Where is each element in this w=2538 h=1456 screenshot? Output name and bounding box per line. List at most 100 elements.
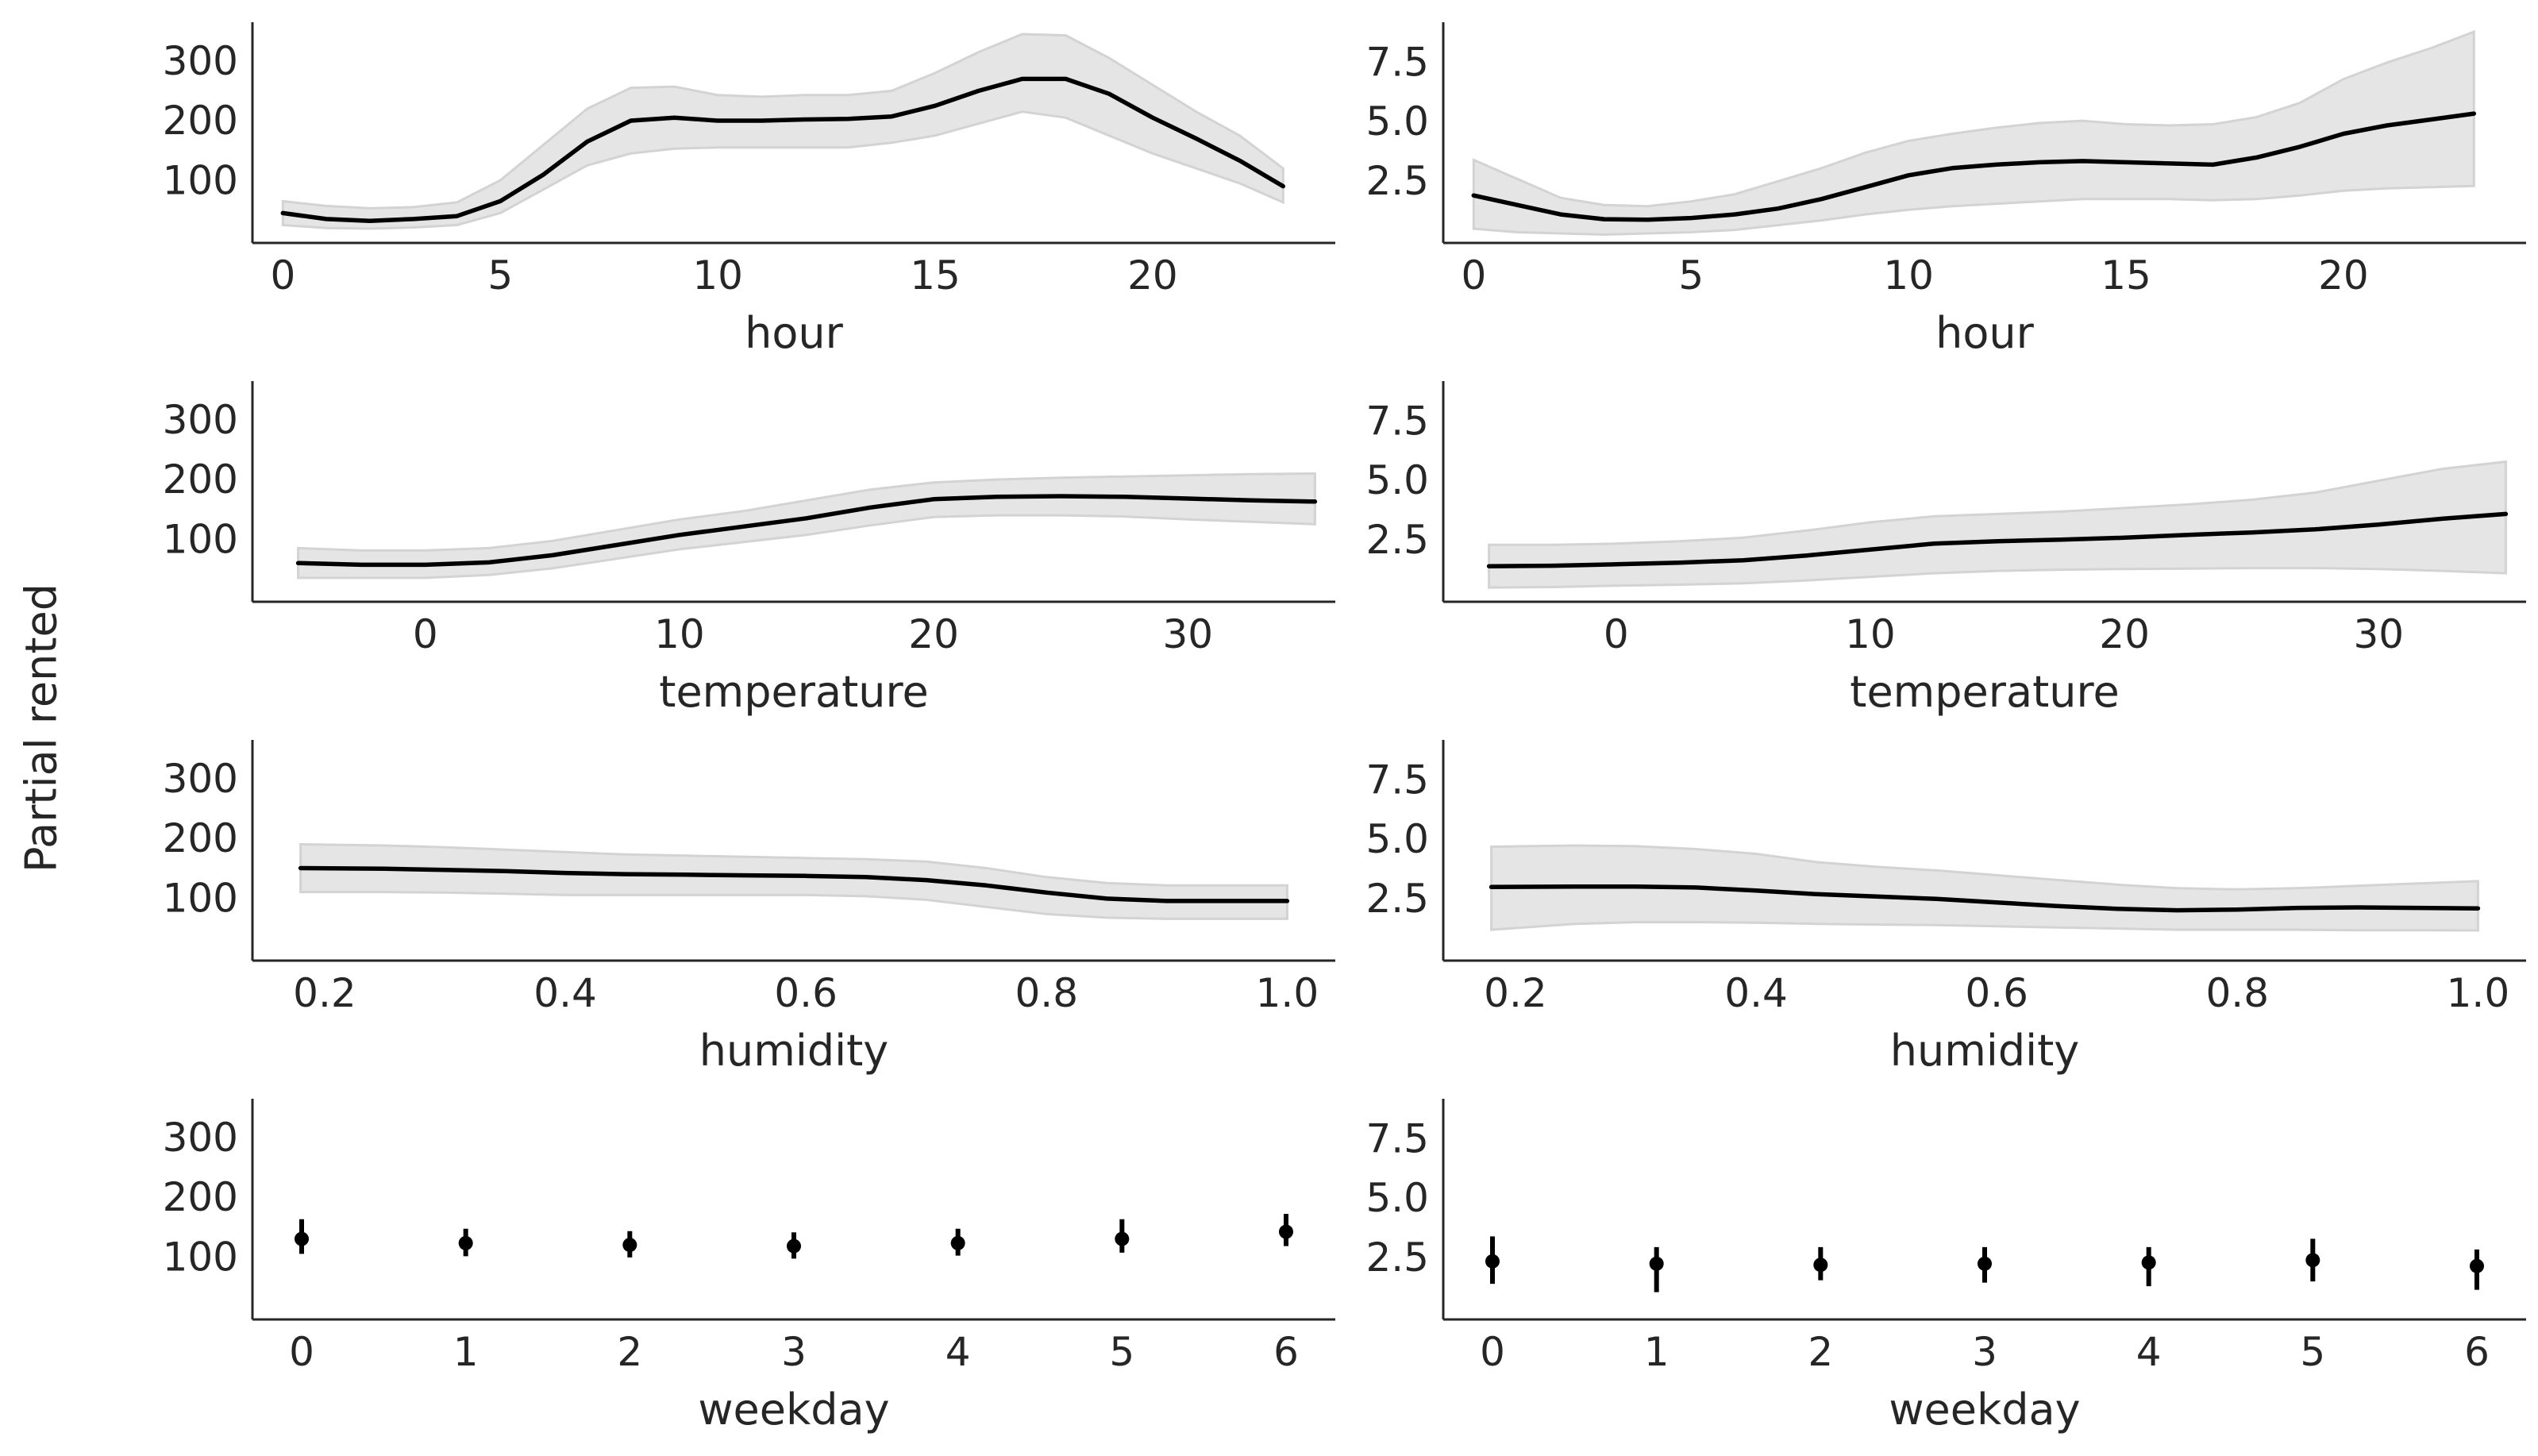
panel-7: 0 1 2 3 4 5 6 100 200 300 weekday (163, 1099, 1335, 1435)
x-tick-label: 1 (453, 1329, 479, 1375)
x-tick-label: 2 (617, 1329, 642, 1375)
y-tick-label: 5.0 (1365, 1175, 1429, 1221)
data-point (787, 1238, 801, 1254)
y-tick-label: 2.5 (1365, 876, 1429, 922)
x-axis-label: humidity (699, 1026, 888, 1076)
x-tick-label: 4 (2136, 1329, 2162, 1375)
x-tick-label: 1 (1644, 1329, 1670, 1375)
hdi-band (297, 472, 1316, 580)
data-point (950, 1235, 965, 1250)
x-tick-label: 10 (692, 252, 743, 299)
x-tick-label: 0.4 (1724, 970, 1788, 1016)
figure-ylabel: Partial rented (17, 584, 67, 872)
data-point (1649, 1256, 1664, 1271)
x-tick-label: 20 (2099, 611, 2150, 657)
hdi-band (1488, 460, 2507, 589)
x-tick-label: 15 (2101, 252, 2151, 299)
y-tick-label: 5.0 (1365, 98, 1429, 144)
y-tick-label: 200 (163, 815, 238, 861)
mean-line (280, 76, 1286, 223)
x-tick-label: 3 (781, 1329, 807, 1375)
data-point (2470, 1258, 2484, 1273)
y-tick-label: 2.5 (1365, 1235, 1429, 1281)
x-axis-label: hour (1935, 308, 2034, 358)
panel-3: 0 10 20 30 100 200 300 temperature (163, 381, 1335, 717)
y-tick-label: 300 (163, 756, 238, 802)
x-tick-label: 10 (1845, 611, 1896, 657)
x-axis-label: hour (745, 308, 843, 358)
x-tick-label: 10 (654, 611, 705, 657)
hdi-band (281, 33, 1284, 230)
panel-1: 0 5 10 15 20 100 200 300 hour (163, 22, 1335, 358)
x-tick-label: 5 (1109, 1329, 1134, 1375)
x-tick-label: 1.0 (2447, 970, 2510, 1016)
y-tick-label: 2.5 (1365, 158, 1429, 204)
data-point (1978, 1256, 1992, 1271)
x-tick-label: 10 (1883, 252, 1934, 299)
data-point (1485, 1254, 1500, 1269)
y-tick-label: 5.0 (1365, 816, 1429, 862)
y-tick-label: 100 (163, 1234, 238, 1280)
x-tick-label: 5 (1678, 252, 1704, 299)
x-tick-label: 2 (1808, 1329, 1833, 1375)
x-axis-label: temperature (659, 667, 928, 717)
x-axis-label: temperature (1850, 667, 2119, 717)
panel-5: 0.2 0.4 0.6 0.8 1.0 100 200 300 humidity (163, 740, 1335, 1076)
y-tick-label: 300 (163, 397, 238, 443)
x-tick-label: 1.0 (1256, 970, 1319, 1016)
y-tick-label: 100 (163, 875, 238, 921)
y-tick-label: 7.5 (1365, 1115, 1429, 1161)
x-axis-label: weekday (1889, 1385, 2080, 1435)
x-tick-label: 0.8 (2206, 970, 2270, 1016)
x-tick-label: 0 (1461, 252, 1486, 299)
x-tick-label: 20 (1127, 252, 1178, 299)
panel-6: 0.2 0.4 0.6 0.8 1.0 2.5 5.0 7.5 humidity (1365, 740, 2526, 1076)
y-tick-label: 200 (163, 1174, 238, 1220)
x-tick-label: 6 (1273, 1329, 1299, 1375)
mean-line (298, 865, 1290, 903)
data-point (622, 1238, 637, 1253)
x-axis-label: humidity (1890, 1026, 2079, 1076)
x-tick-label: 0.2 (1484, 970, 1547, 1016)
x-tick-label: 20 (908, 611, 959, 657)
y-tick-label: 300 (163, 38, 238, 84)
x-tick-label: 30 (1162, 611, 1213, 657)
data-point (2141, 1255, 2156, 1270)
y-tick-label: 200 (163, 98, 238, 144)
y-tick-label: 5.0 (1365, 457, 1429, 503)
y-tick-label: 100 (163, 157, 238, 203)
y-tick-label: 2.5 (1365, 517, 1429, 563)
x-tick-label: 4 (945, 1329, 971, 1375)
x-tick-label: 0.8 (1015, 970, 1079, 1016)
x-tick-label: 6 (2464, 1329, 2490, 1375)
x-tick-label: 20 (2318, 252, 2369, 299)
panel-2: 0 5 10 15 20 2.5 5.0 7.5 hour (1365, 22, 2526, 358)
mean-line (1486, 511, 2509, 568)
hdi-band (1472, 29, 2475, 237)
data-point (1279, 1224, 1293, 1239)
y-tick-label: 100 (163, 516, 238, 562)
x-tick-label: 0.2 (293, 970, 356, 1016)
y-tick-label: 7.5 (1365, 398, 1429, 444)
x-tick-label: 3 (1972, 1329, 1997, 1375)
x-tick-label: 0 (270, 252, 295, 299)
panel-8: 0 1 2 3 4 5 6 2.5 5.0 7.5 weekday (1365, 1099, 2526, 1435)
x-tick-label: 30 (2353, 611, 2404, 657)
data-point (295, 1231, 309, 1246)
x-tick-label: 0 (1604, 611, 1629, 657)
x-tick-label: 0 (289, 1329, 314, 1375)
y-tick-label: 7.5 (1365, 757, 1429, 803)
mean-line (295, 494, 1318, 568)
x-tick-label: 0.4 (533, 970, 597, 1016)
x-tick-label: 5 (2300, 1329, 2325, 1375)
x-axis-label: weekday (698, 1385, 889, 1435)
y-tick-label: 300 (163, 1115, 238, 1161)
data-point (1115, 1231, 1130, 1246)
hdi-band (299, 842, 1288, 920)
x-tick-label: 0.6 (1965, 970, 2028, 1016)
x-tick-label: 0 (1480, 1329, 1505, 1375)
x-tick-label: 5 (487, 252, 513, 299)
y-tick-label: 200 (163, 456, 238, 503)
